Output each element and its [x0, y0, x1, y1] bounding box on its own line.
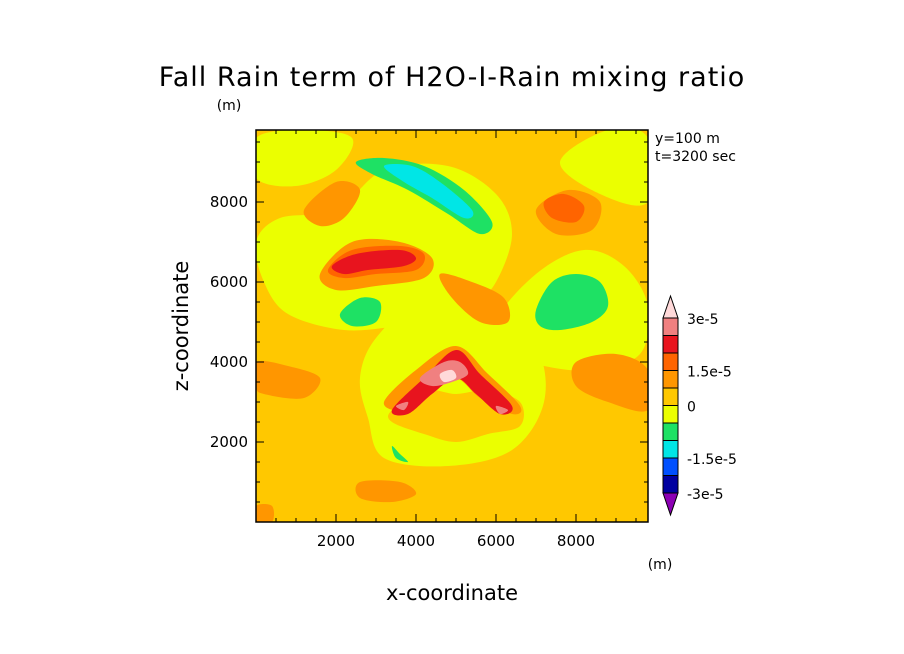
colorbar-label: -3e-5 [687, 487, 724, 503]
contour-region [495, 405, 509, 415]
colorbar-swatch [662, 294, 679, 319]
colorbar-label: 0 [687, 400, 696, 416]
info-y-position: y=100 m [655, 131, 720, 147]
colorbar-swatch [662, 422, 679, 441]
contour-region [543, 193, 585, 223]
colorbar-swatch [662, 352, 679, 371]
y-tick-label: 4000 [210, 353, 248, 371]
contour-region [355, 480, 417, 503]
colorbar-label: 1.5e-5 [687, 365, 732, 381]
colorbar-swatch [662, 475, 679, 494]
axis-ticks [255, 130, 648, 523]
contour-region [439, 369, 457, 383]
x-tick-label: 4000 [397, 532, 435, 550]
colorbar-label: -1.5e-5 [687, 452, 737, 468]
colorbar-swatch [662, 387, 679, 406]
x-tick-label: 8000 [557, 532, 595, 550]
contour-region [535, 274, 609, 331]
contour-region [571, 353, 648, 412]
plot-frame [255, 129, 649, 523]
contour-region [331, 249, 417, 275]
contour-region [395, 401, 409, 411]
title-units: (m) [217, 98, 242, 114]
contour-region [391, 445, 409, 463]
x-tick-label: 6000 [477, 532, 515, 550]
contour-region [303, 180, 361, 227]
colorbar-swatch [662, 440, 679, 459]
x-axis-label: x-coordinate [386, 581, 518, 605]
colorbar-swatch [662, 492, 679, 517]
colorbar-swatch [662, 335, 679, 354]
colorbar-label: 3e-5 [687, 312, 718, 328]
contour-region [559, 130, 648, 206]
colorbar-swatch [662, 317, 679, 336]
contour-region [391, 349, 513, 416]
contour-region [256, 503, 275, 522]
contour-plot-area [255, 129, 649, 523]
contour-region [256, 130, 354, 187]
contour-region [383, 163, 474, 219]
contour-region [339, 297, 382, 327]
chart-title: Fall Rain term of H2O-I-Rain mixing rati… [159, 62, 746, 93]
y-tick-label: 6000 [210, 273, 248, 291]
colorbar-swatch [662, 457, 679, 476]
colorbar-units: (m) [648, 557, 673, 573]
colorbar-swatch [662, 370, 679, 389]
colorbar-swatch [662, 405, 679, 424]
contour-region [256, 360, 321, 399]
colorbar: 3e-5 1.5e-5 0 -1.5e-5 -3e-5 [662, 294, 737, 517]
x-tick-label: 2000 [317, 532, 355, 550]
info-time: t=3200 sec [655, 149, 736, 165]
y-tick-label: 8000 [210, 193, 248, 211]
y-axis-label: z-coordinate [169, 261, 193, 392]
contour-region [439, 273, 511, 325]
y-tick-label: 2000 [210, 433, 248, 451]
tick-labels: 2000 4000 6000 8000 2000 4000 6000 8000 [210, 193, 595, 550]
